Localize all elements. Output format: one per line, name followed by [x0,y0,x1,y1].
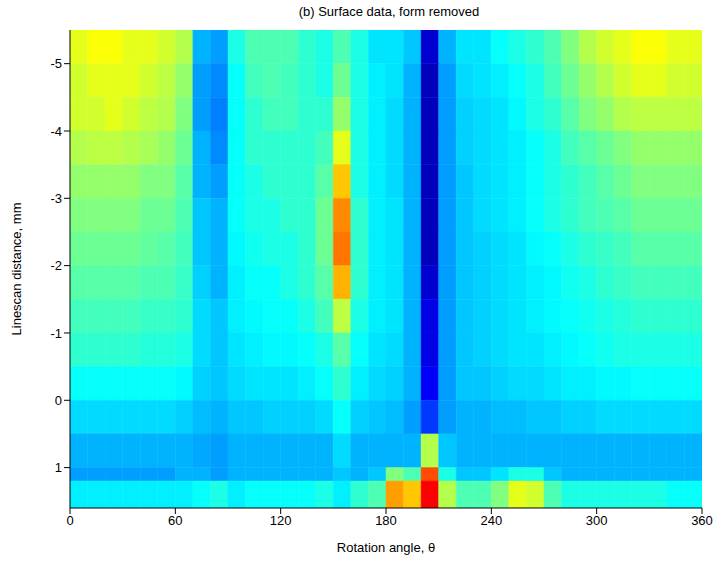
svg-text:60: 60 [168,513,182,528]
svg-text:-1: -1 [50,326,62,341]
svg-text:-4: -4 [50,124,62,139]
svg-text:360: 360 [691,513,713,528]
svg-text:240: 240 [480,513,502,528]
svg-text:-3: -3 [50,191,62,206]
svg-text:-5: -5 [50,56,62,71]
svg-text:0: 0 [66,513,73,528]
svg-text:Rotation angle, θ: Rotation angle, θ [337,540,435,555]
svg-text:1: 1 [55,460,62,475]
svg-text:Linescan distance, mm: Linescan distance, mm [9,203,24,336]
svg-text:0: 0 [55,393,62,408]
svg-text:180: 180 [375,513,397,528]
html-text:(b) Surface data, form removed: (b) Surface data, form removed [298,4,480,19]
svg-text:-2: -2 [50,258,62,273]
svg-text:300: 300 [586,513,608,528]
svg-text:120: 120 [270,513,292,528]
